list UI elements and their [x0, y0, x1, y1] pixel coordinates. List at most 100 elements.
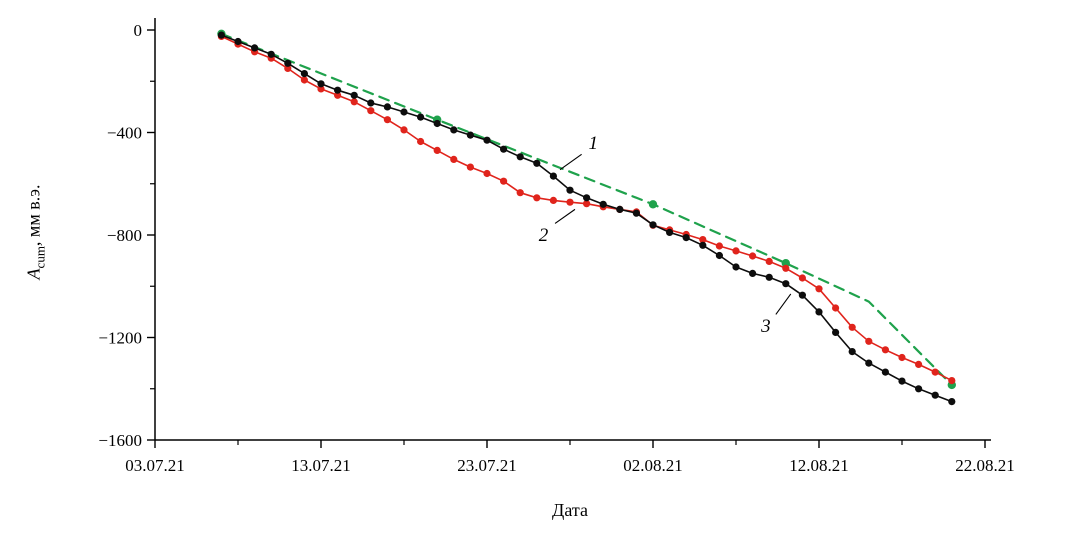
- series-2-marker: [898, 353, 906, 362]
- x-tick-label: 12.08.21: [789, 456, 849, 475]
- series-3-marker: [749, 269, 757, 277]
- series-3-marker: [367, 99, 375, 107]
- series-2-marker: [915, 360, 923, 368]
- series-3-marker: [715, 251, 724, 260]
- series-2-marker: [317, 85, 325, 93]
- series-3-marker: [815, 308, 823, 316]
- series-3-marker: [516, 153, 524, 161]
- x-tick-label: 13.07.21: [291, 456, 351, 475]
- series-2-marker: [848, 323, 856, 331]
- series-2-marker: [798, 274, 807, 282]
- series-3-marker: [533, 159, 541, 167]
- annotation-leader-1: [559, 153, 582, 171]
- series-3-marker: [948, 398, 956, 406]
- series-2-marker: [782, 264, 790, 272]
- series-3-marker: [300, 70, 308, 78]
- series-2-marker: [300, 76, 308, 84]
- series-2-marker: [367, 107, 375, 115]
- y-axis-label-units: , мм в.э.: [23, 184, 44, 247]
- series-3-marker: [317, 80, 325, 88]
- series-2-marker: [765, 257, 773, 265]
- series-2-marker: [815, 285, 823, 293]
- annotation-leader-3: [775, 293, 792, 315]
- series-2-marker: [500, 177, 508, 185]
- series-3-marker: [649, 221, 657, 229]
- series-line-3: [220, 34, 953, 403]
- series-2-marker: [350, 98, 358, 106]
- y-axis-label-subscript: cum: [32, 246, 48, 269]
- series-3-marker: [765, 273, 773, 281]
- series-3-marker: [549, 172, 558, 180]
- y-axis-label: Acum, мм в.э.: [24, 185, 49, 280]
- series-2-marker: [400, 126, 408, 134]
- series-3-marker: [881, 368, 890, 376]
- series-2-marker: [417, 137, 425, 146]
- series-2-marker: [881, 346, 890, 354]
- series-3-marker: [566, 186, 574, 194]
- series-3-marker: [417, 113, 425, 121]
- series-3-marker: [500, 145, 508, 153]
- y-tick-label: −1600: [98, 431, 142, 450]
- series-3-marker: [234, 37, 242, 46]
- series-3-marker: [699, 241, 707, 249]
- x-tick-label: 23.07.21: [457, 456, 517, 475]
- curve-label-2: 2: [539, 225, 549, 246]
- series-2-marker: [931, 368, 939, 376]
- series-3-marker: [583, 194, 591, 202]
- series-2-marker: [865, 337, 873, 345]
- x-tick-label: 02.08.21: [623, 456, 683, 475]
- series-3-marker: [682, 234, 690, 242]
- series-3-marker: [931, 391, 939, 399]
- series-2-marker: [383, 116, 391, 124]
- series-2-marker: [516, 189, 524, 197]
- series-3-marker: [632, 209, 641, 217]
- series-2-marker: [732, 247, 740, 255]
- series-3-marker: [350, 91, 358, 99]
- series-3-marker: [898, 377, 906, 385]
- series-2-marker: [583, 200, 591, 208]
- y-tick-label: −1200: [98, 329, 142, 348]
- series-2-marker: [533, 194, 541, 202]
- series-2-marker: [749, 252, 757, 260]
- series-3-marker: [284, 59, 292, 67]
- series-1-marker: [648, 200, 658, 209]
- series-3-marker: [616, 205, 624, 213]
- series-2-marker: [334, 91, 342, 99]
- series-line-1: [220, 32, 953, 386]
- series-3-marker: [832, 328, 840, 336]
- series-3-marker: [450, 126, 458, 134]
- series-3-marker: [466, 131, 474, 139]
- y-tick-label: −400: [107, 124, 142, 143]
- curve-label-1: 1: [588, 133, 598, 154]
- series-3-marker: [483, 136, 491, 144]
- series-2-marker: [466, 163, 474, 171]
- series-2-marker: [483, 169, 491, 178]
- y-axis-label-variable: A: [23, 268, 44, 280]
- series-2-marker: [566, 198, 574, 206]
- series-3-marker: [798, 291, 807, 299]
- series-3-marker: [848, 348, 856, 356]
- series-3-marker: [251, 44, 259, 52]
- series-3-marker: [865, 359, 873, 367]
- series-3-marker: [383, 103, 391, 111]
- series-3-marker: [666, 228, 674, 236]
- y-tick-label: 0: [134, 21, 143, 40]
- y-tick-label: −800: [107, 226, 142, 245]
- series-2-marker: [832, 304, 840, 312]
- series-3-marker: [732, 263, 740, 271]
- series-2-marker: [549, 196, 558, 204]
- series-2-marker: [715, 242, 724, 250]
- series-2-marker: [948, 377, 956, 385]
- series-3-marker: [217, 31, 225, 39]
- series-2-marker: [284, 64, 292, 72]
- curve-label-3: 3: [760, 316, 771, 337]
- series-2-marker: [433, 146, 441, 154]
- x-axis-label: Дата: [552, 500, 588, 520]
- series-3-marker: [400, 108, 408, 116]
- series-1-marker: [781, 259, 790, 268]
- series-2-marker: [699, 236, 707, 244]
- series-3-marker: [433, 119, 441, 128]
- annotation-leader-2: [554, 208, 576, 224]
